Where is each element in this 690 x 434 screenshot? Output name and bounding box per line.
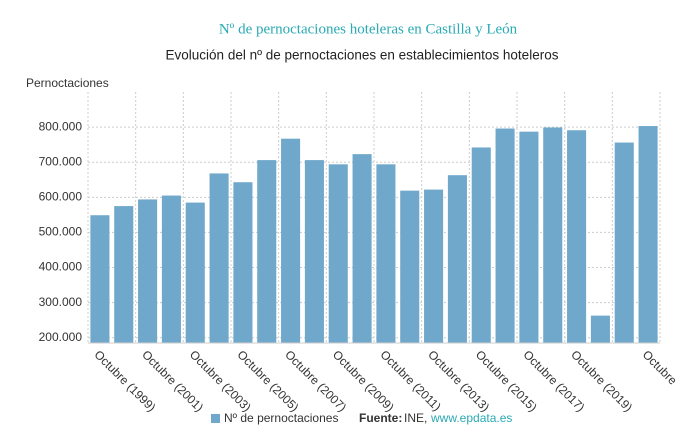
- source-url[interactable]: www.epdata.es: [430, 411, 512, 425]
- bar: [114, 206, 134, 343]
- source-label: Fuente:: [359, 411, 402, 425]
- bar: [304, 160, 324, 343]
- y-tick-label: 200.000: [39, 330, 83, 344]
- y-tick-label: 500.000: [39, 225, 83, 239]
- bar: [567, 130, 587, 343]
- bar: [614, 142, 634, 343]
- source: INE,: [404, 411, 427, 425]
- bar: [90, 215, 110, 343]
- bar: [376, 164, 396, 343]
- bar: [281, 138, 301, 343]
- bar: [471, 147, 491, 343]
- y-tick-label: 700.000: [39, 154, 83, 168]
- y-tick-label: 600.000: [39, 189, 83, 203]
- y-tick-label: 300.000: [39, 295, 83, 309]
- y-tick-label: 800.000: [39, 119, 83, 133]
- bar: [543, 127, 563, 344]
- legend-label: Nº de pernoctaciones: [224, 411, 338, 425]
- bar: [328, 164, 348, 343]
- chart-title: Nº de pernoctaciones hoteleras en Castil…: [219, 21, 518, 37]
- y-axis-label: Pernoctaciones: [26, 76, 109, 90]
- bar: [400, 190, 420, 343]
- bar: [138, 199, 158, 343]
- y-tick-label: 400.000: [39, 260, 83, 274]
- bar: [590, 315, 610, 343]
- chart-subtitle: Evolución del nº de pernoctaciones en es…: [166, 48, 559, 63]
- bar: [209, 173, 229, 343]
- x-tick-label: Octubre: [640, 347, 680, 387]
- bar: [424, 189, 444, 343]
- bar: [233, 182, 253, 343]
- legend-swatch: [211, 414, 220, 423]
- bar: [519, 131, 539, 343]
- bar: [447, 175, 467, 343]
- bar: [161, 195, 181, 343]
- bar: [495, 128, 515, 343]
- bar: [185, 202, 205, 343]
- bar: [638, 126, 658, 343]
- bar: [352, 154, 372, 343]
- bar: [257, 160, 277, 343]
